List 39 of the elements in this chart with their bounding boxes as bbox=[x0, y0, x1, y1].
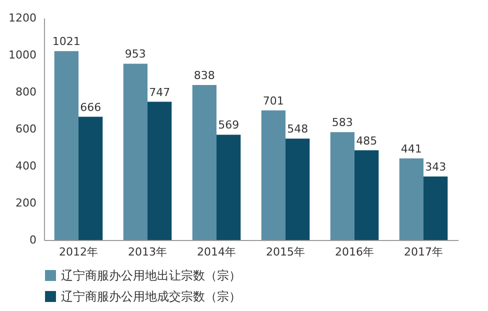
data-label: 666 bbox=[80, 100, 102, 114]
bar bbox=[216, 134, 241, 240]
data-label: 1021 bbox=[52, 35, 80, 48]
legend-label: 辽宁商服办公用地成交宗数（宗） bbox=[61, 290, 241, 304]
legend-label: 辽宁商服办公用地出让宗数（宗） bbox=[61, 268, 241, 282]
bar bbox=[148, 102, 172, 240]
data-label: 441 bbox=[400, 142, 422, 156]
x-tick-label: 2015年 bbox=[266, 246, 305, 258]
y-tick-label: 0 bbox=[30, 234, 36, 246]
bar bbox=[192, 84, 216, 240]
y-tick-label: 600 bbox=[16, 122, 36, 136]
x-tick-label: 2012年 bbox=[59, 246, 98, 258]
data-label: 747 bbox=[149, 86, 170, 99]
data-label: 485 bbox=[356, 134, 378, 148]
x-tick-label: 2013年 bbox=[128, 246, 167, 258]
y-tick-label: 1000 bbox=[8, 48, 36, 62]
data-label: 838 bbox=[194, 68, 215, 82]
bar bbox=[261, 110, 286, 240]
bar bbox=[330, 132, 354, 240]
bar bbox=[424, 176, 448, 240]
x-tick-label: 2016年 bbox=[335, 246, 374, 258]
bar bbox=[123, 64, 148, 240]
data-label: 343 bbox=[425, 160, 446, 174]
x-tick-label: 2014年 bbox=[197, 246, 236, 258]
data-label: 701 bbox=[262, 94, 284, 108]
bar bbox=[78, 116, 103, 240]
bar bbox=[399, 158, 424, 240]
data-label: 953 bbox=[124, 48, 146, 61]
y-tick-label: 200 bbox=[16, 196, 36, 210]
data-label: 548 bbox=[287, 122, 308, 136]
y-tick-label: 1200 bbox=[8, 12, 36, 24]
data-label: 583 bbox=[332, 116, 353, 130]
bar bbox=[354, 150, 379, 240]
x-tick-label: 2017年 bbox=[404, 246, 443, 258]
data-label: 569 bbox=[218, 118, 240, 132]
bar bbox=[286, 138, 310, 240]
bar bbox=[54, 51, 78, 240]
y-tick-label: 800 bbox=[16, 86, 36, 98]
y-tick-label: 400 bbox=[16, 160, 36, 172]
